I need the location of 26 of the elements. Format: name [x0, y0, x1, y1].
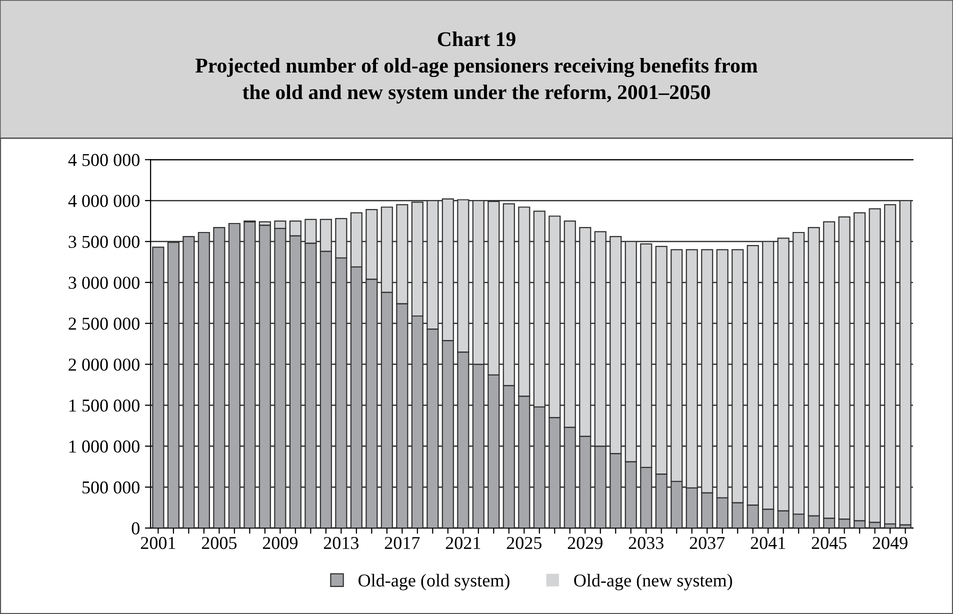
y-tick-label: 0: [132, 522, 140, 534]
x-tick-label: 2009: [262, 536, 298, 550]
y-tick-label: 500 000: [82, 481, 140, 494]
y-tick-label: 2 500 000: [68, 318, 140, 330]
y-tick-label: 1 500 000: [70, 400, 140, 412]
y-tick-label: 4 500 000: [68, 154, 140, 166]
legend-label: Old-age (new system): [574, 574, 732, 590]
legend-label: Old-age (old system): [358, 574, 510, 590]
x-tick-label: 2045: [812, 536, 846, 550]
y-tick-label: 1 000 000: [70, 440, 140, 453]
x-tick-label: 2013: [324, 536, 359, 550]
x-tick-label: 2025: [506, 536, 542, 550]
x-tick-label: 2021: [446, 536, 480, 550]
x-tick-label: 2033: [628, 536, 664, 550]
y-tick-label: 4 000 000: [68, 194, 140, 208]
x-tick-label: 2049: [872, 536, 908, 550]
y-tick-label: 3 000 000: [68, 276, 140, 289]
x-tick-label: 2017: [384, 536, 420, 550]
chart-title: Chart 19 Projected number of old-age pensioners receiving benefits from the old and new system under the reform, 2001–2050: [196, 32, 758, 104]
x-tick-label: 2037: [690, 536, 725, 550]
x-tick-label: 2029: [568, 536, 602, 550]
y-tick-label: 3 500 000: [68, 236, 140, 248]
y-tick-label: 2 000 000: [68, 358, 140, 371]
x-tick-label: 2005: [202, 536, 237, 550]
x-tick-label: 2041: [750, 536, 786, 550]
x-tick-label: 2001: [140, 536, 176, 550]
